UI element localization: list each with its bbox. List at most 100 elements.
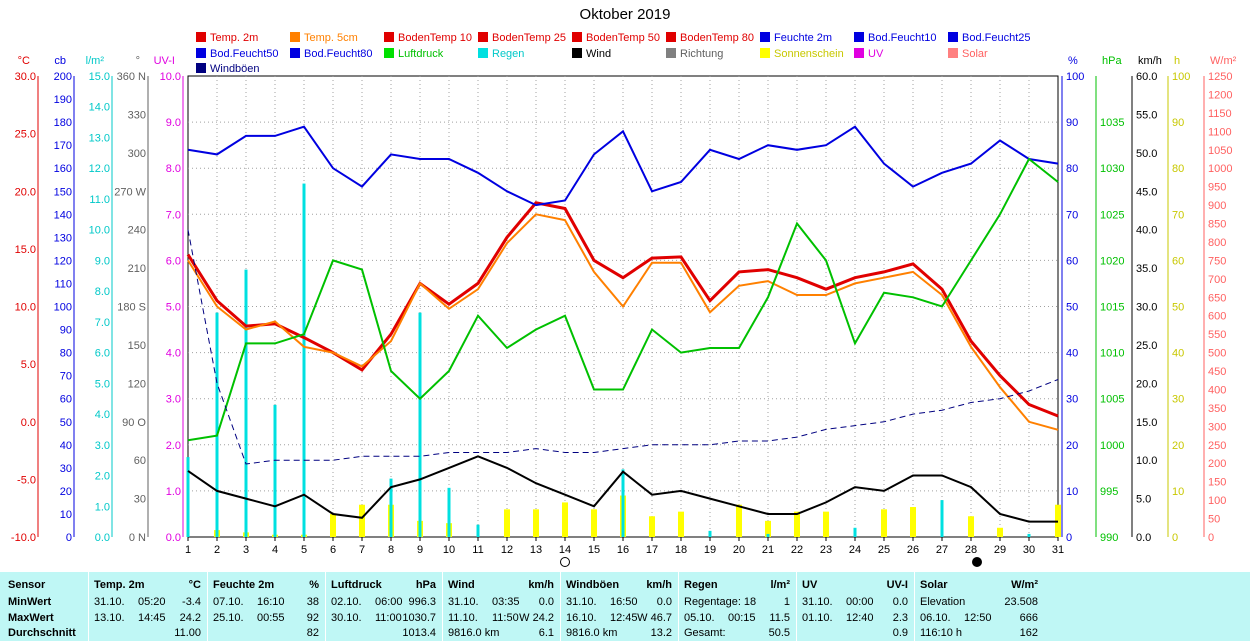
sunshine-bar	[504, 509, 510, 537]
axis-tick-label: 30	[1172, 394, 1184, 406]
rain-bar	[766, 533, 770, 537]
axis-tick-label: 90 O	[122, 417, 146, 429]
x-tick-label: 25	[878, 544, 890, 556]
legend-label: Windböen	[210, 63, 260, 75]
axis-tick-label: 8.0	[95, 286, 110, 298]
axis-tick-label: 40	[60, 440, 72, 452]
axis-tick-label: 30	[1066, 394, 1078, 406]
stats-header-unit: W/m²	[1011, 579, 1038, 591]
stats-value: 82	[306, 627, 319, 639]
legend-item: BodenTemp 10	[384, 31, 472, 47]
axis-tick-label: 70	[1066, 209, 1078, 221]
axis-tick-label: 10.0	[15, 302, 36, 314]
axis-tick-label: 0 N	[129, 532, 146, 544]
axis-unit: °C	[18, 55, 30, 67]
stats-date: 116:10 h	[920, 627, 963, 639]
axis-tick-label: 0	[1066, 532, 1072, 544]
stats-date: 31.10.	[802, 596, 833, 608]
stats-date: 05.10.	[684, 611, 715, 624]
axis-tick-label: 190	[54, 94, 72, 106]
sunshine-bar	[968, 516, 974, 537]
legend-label: Bod.Feucht50	[210, 47, 279, 60]
stats-row: Durchschnitt 11.00 82 1013.4 9816.0 km 6.1 981…	[0, 627, 1250, 643]
rain-bar	[215, 312, 219, 537]
rain-bar	[476, 524, 480, 537]
sunshine-bar	[823, 511, 829, 537]
axis-tick-label: 40	[1066, 348, 1078, 360]
legend-swatch	[854, 32, 864, 42]
legend-label: Sonnenschein	[774, 47, 844, 60]
x-tick-label: 24	[849, 544, 861, 556]
stats-value: 23.508	[1004, 596, 1038, 608]
axis-tick-label: 80	[60, 348, 72, 360]
legend-item: Regen	[478, 47, 524, 63]
axis-tick-label: 15.0	[89, 71, 110, 83]
axis-tick-label: 55.0	[1136, 109, 1157, 121]
stats-value: 38	[306, 596, 319, 608]
axis-tick-label: 10.0	[89, 225, 110, 237]
new-moon-icon	[972, 557, 982, 567]
stats-value: 1030.7	[402, 611, 436, 624]
axis-tick-label: 0.0	[21, 417, 36, 429]
stats-time: 00:15	[728, 611, 756, 624]
stats-row-label: MaxWert	[8, 611, 54, 624]
axis-tick-label: 130	[54, 232, 72, 244]
column-separator	[914, 572, 915, 641]
stats-date: 31.10.	[566, 596, 597, 608]
axis-tick-label: 950	[1208, 182, 1226, 194]
column-separator	[88, 572, 89, 641]
stats-date: 13.10.	[94, 611, 125, 624]
x-tick-label: 2	[214, 544, 220, 556]
axis-tick-label: 1050	[1208, 145, 1232, 157]
sunshine-bar	[533, 509, 539, 537]
legend-swatch	[290, 47, 300, 58]
stats-row: MaxWert 13.10. 14:45 24.2 25.10. 00:55 92 30.10…	[0, 612, 1250, 628]
axis-tick-label: 100	[54, 302, 72, 314]
axis-unit: %	[1068, 55, 1078, 67]
axis-tick-label: 45.0	[1136, 186, 1157, 198]
axis-tick-label: 12.0	[89, 163, 110, 175]
legend-swatch	[854, 47, 864, 58]
sunshine-bar	[881, 509, 887, 537]
stats-date: Gesamt:	[684, 627, 726, 639]
legend-item: Bod.Feucht10	[854, 31, 937, 47]
stats-row-label: Durchschnitt	[8, 627, 76, 639]
legend-item: Sonnenschein	[760, 47, 844, 63]
axis-tick-label: 6.0	[166, 255, 181, 267]
axis-tick-label: 60	[1066, 255, 1078, 267]
axis-tick-label: 15.0	[1136, 417, 1157, 429]
axis-tick-label: 80	[1172, 163, 1184, 175]
x-tick-label: 28	[965, 544, 977, 556]
axis-tick-label: 100	[1208, 495, 1226, 507]
rain-bar	[621, 469, 625, 537]
sunshine-bar	[562, 502, 568, 537]
axis-tick-label: 400	[1208, 384, 1226, 396]
axis-tick-label: 1.0	[95, 501, 110, 513]
axis-tick-label: 50	[1208, 514, 1220, 526]
stats-date: 25.10.	[213, 611, 244, 624]
axis-tick-label: 10	[1172, 486, 1184, 498]
x-tick-label: 30	[1023, 544, 1035, 556]
legend-swatch	[948, 47, 958, 58]
stats-value: W 24.2	[519, 611, 554, 624]
sunshine-bar	[736, 504, 742, 537]
axis-tick-label: 650	[1208, 292, 1226, 304]
legend-swatch	[478, 32, 488, 42]
axis-unit: UV-I	[154, 55, 175, 67]
axis-tick-label: 4.0	[166, 348, 181, 360]
axis-tick-label: 10.0	[1136, 455, 1157, 467]
sunshine-bar	[765, 520, 771, 537]
legend-label: Bod.Feucht10	[868, 32, 937, 44]
stats-time: 16:50	[610, 596, 638, 608]
axis-tick-label: 100	[1066, 71, 1084, 83]
axis-tick-label: 50.0	[1136, 148, 1157, 160]
stats-header-label: Windböen	[566, 579, 620, 591]
axis-tick-label: 0	[1208, 532, 1214, 544]
legend-label: Richtung	[680, 47, 724, 60]
legend-swatch	[196, 47, 206, 58]
stats-date: 31.10.	[94, 596, 125, 608]
axis-tick-label: -10.0	[11, 532, 36, 544]
legend-swatch	[760, 32, 770, 42]
legend-label: Feuchte 2m	[774, 32, 833, 44]
rain-bar	[302, 183, 306, 538]
